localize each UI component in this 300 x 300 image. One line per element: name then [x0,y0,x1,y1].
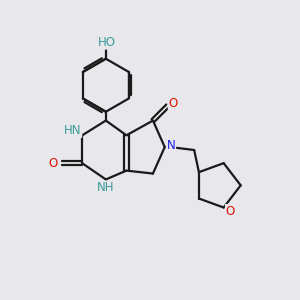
Text: N: N [167,139,176,152]
Text: HN: HN [64,124,82,137]
Text: HO: HO [98,36,116,49]
Text: O: O [168,97,178,110]
Text: O: O [226,205,235,218]
Text: O: O [49,157,58,170]
Text: NH: NH [97,181,114,194]
